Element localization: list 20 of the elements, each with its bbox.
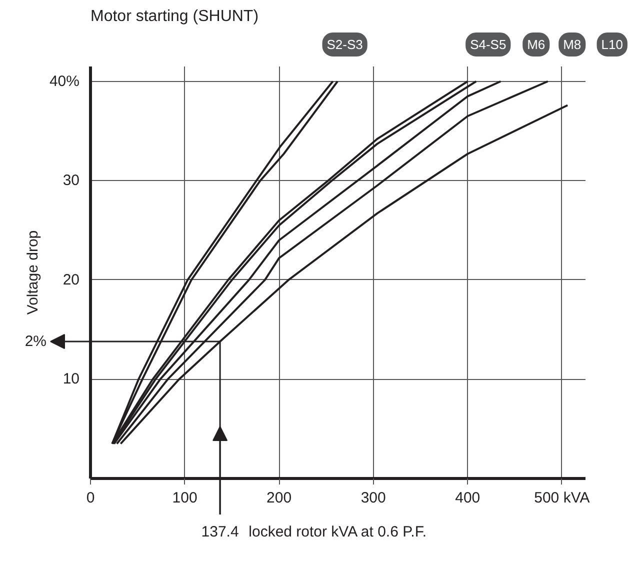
text: S4-S5 bbox=[470, 37, 506, 52]
y-tick-label: 30 bbox=[62, 172, 80, 190]
annotation: 137.4 bbox=[201, 524, 239, 540]
y-tick-label: 40% bbox=[49, 72, 80, 90]
text: M8 bbox=[563, 37, 582, 52]
annotation: 2% bbox=[24, 333, 47, 350]
x-tick-label: 100 bbox=[172, 490, 198, 506]
text: M6 bbox=[527, 37, 546, 52]
chart-title: Motor starting (SHUNT) bbox=[90, 8, 259, 25]
x-tick-label: 0 bbox=[86, 490, 95, 506]
x-axis-title: locked rotor kVA at 0.6 P.F. bbox=[248, 524, 427, 540]
x-tick-label: 200 bbox=[266, 490, 292, 506]
y-tick-label: 10 bbox=[62, 370, 80, 388]
y-tick-label: 20 bbox=[62, 271, 80, 288]
x-tick-label: 400 bbox=[455, 490, 480, 506]
x-tick-label: 500 kVA bbox=[534, 490, 590, 506]
text: L10 bbox=[601, 37, 623, 52]
x-tick-label: 300 bbox=[360, 490, 386, 506]
y-axis-title: Voltage drop bbox=[24, 230, 42, 315]
text: S2-S3 bbox=[326, 37, 363, 52]
